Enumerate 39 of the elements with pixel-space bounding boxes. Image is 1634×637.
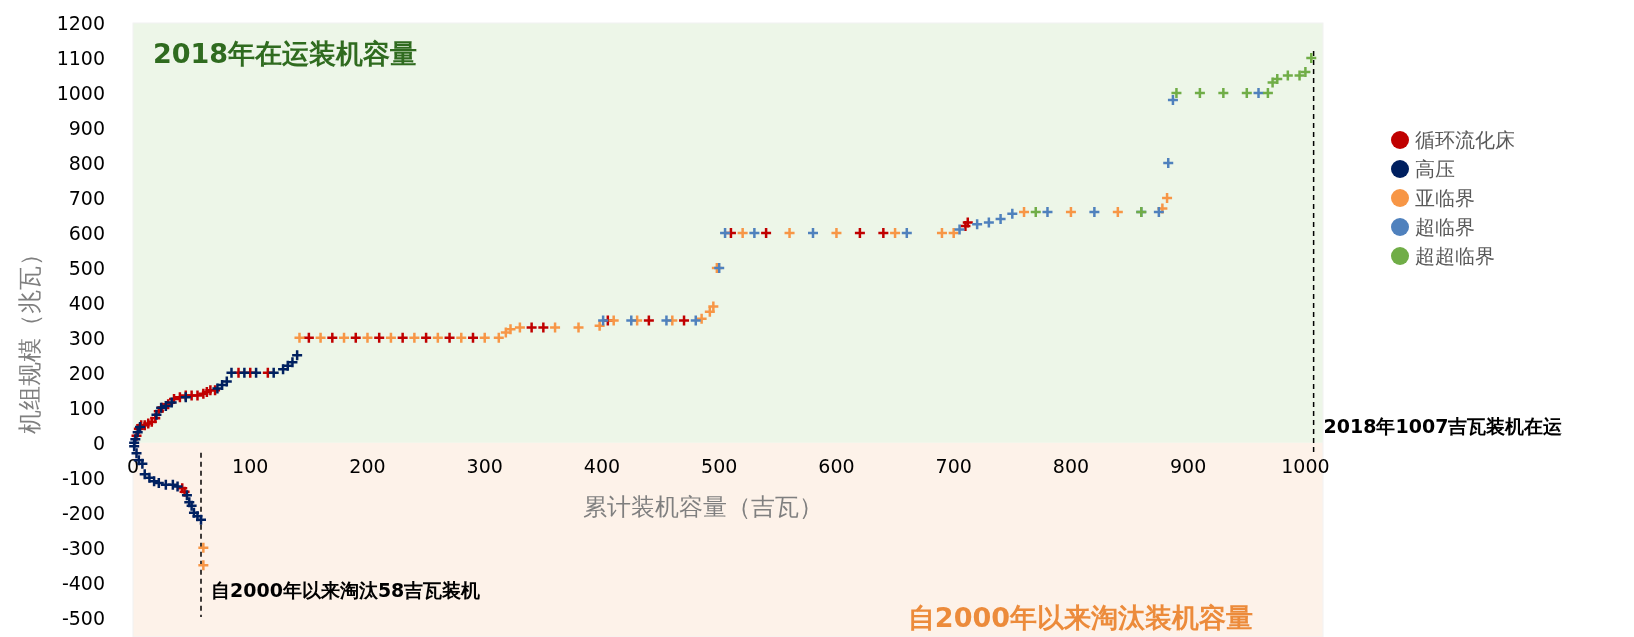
y-tick-label: 300 [68,326,105,349]
x-axis-title: 累计装机容量（吉瓦） [583,492,823,521]
band-label: 2018年在运装机容量 [153,38,418,69]
x-tick-label: 900 [1170,454,1207,477]
y-tick-label: 1100 [56,46,105,69]
ref-line-label: 2018年1007吉瓦装机在运 [1323,414,1563,437]
y-axis-title: 机组规模（兆瓦） [16,241,44,434]
y-tick-label: -400 [61,571,105,594]
y-tick-label: 400 [68,291,105,314]
y-tick-label: 1200 [56,12,105,34]
x-tick-label: 800 [1052,454,1090,477]
legend-label: 超超临界 [1415,244,1495,268]
x-tick-label: 200 [349,454,386,477]
y-tick-label: 900 [68,116,105,139]
x-tick-label: 500 [701,454,738,477]
y-tick-label: -500 [61,606,105,629]
x-tick-label: 700 [935,454,972,477]
x-tick-label: 400 [583,454,621,477]
y-tick-label: 700 [68,186,105,209]
y-tick-label: 0 [92,431,105,454]
y-tick-label: -300 [61,536,105,559]
y-tick-label: 1000 [56,81,105,104]
legend-label: 循环流化床 [1415,128,1515,152]
y-tick-label: 200 [68,361,105,384]
legend-label: 超临界 [1415,215,1475,239]
y-tick-label: 100 [68,396,105,419]
y-tick-label: 600 [68,221,105,244]
x-tick-label: 1000 [1281,454,1330,477]
y-tick-label: 500 [68,256,105,279]
x-tick-label: 100 [232,454,269,477]
x-tick-label: 600 [818,454,855,477]
x-tick-label: 300 [466,454,503,477]
y-tick-label: 800 [68,151,105,174]
legend-label: 高压 [1415,157,1455,181]
band-label: 自2000年以来淘汰装机容量 [907,602,1253,633]
ref-line-label: 自2000年以来淘汰58吉瓦装机 [211,579,481,601]
y-tick-label: -100 [61,466,105,489]
legend-label: 亚临界 [1415,186,1475,210]
y-tick-label: -200 [61,501,105,524]
